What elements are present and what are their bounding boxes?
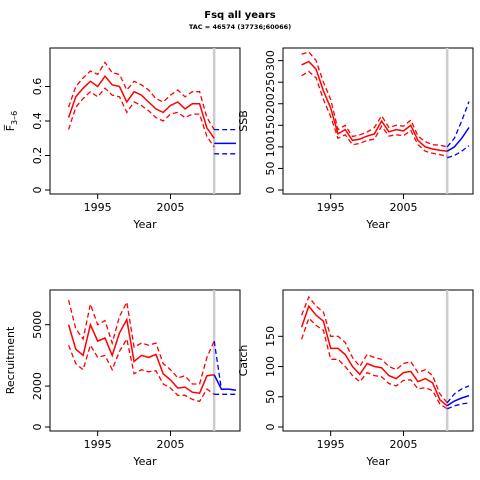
catch-history-lower-line bbox=[300, 317, 448, 410]
catch-xlabel: Year bbox=[365, 455, 390, 468]
ssb-history-lower-line bbox=[301, 70, 448, 158]
fbar-y-tick-label: 0.6 bbox=[31, 78, 44, 96]
recruitment-panel: 1995 2005 0 2000 5000 Year Recruitment bbox=[4, 289, 241, 468]
catch-y-tick-label: 50 bbox=[264, 390, 277, 404]
ssb-xlabel: Year bbox=[365, 218, 390, 231]
fbar-panel: 1995 2005 0 0.2 0.4 0.6 Year F̅3–6 bbox=[4, 47, 241, 231]
catch-y-tick-label: 150 bbox=[264, 326, 277, 347]
ssb-history-median-line bbox=[301, 60, 448, 152]
ssb-y-tick-label: 0 bbox=[264, 187, 277, 194]
ssb-frame bbox=[282, 47, 474, 195]
catch-ylabel: Catch bbox=[237, 345, 250, 377]
fbar-frame bbox=[49, 47, 241, 195]
catch-frame bbox=[282, 289, 474, 432]
ssb-y-tick-label: 100 bbox=[264, 136, 277, 157]
catch-y-tick-label: 0 bbox=[264, 424, 277, 431]
ssb-y-tick-label: 50 bbox=[264, 161, 277, 175]
recruitment-x-tick-label: 2005 bbox=[156, 438, 184, 451]
ssb-x-tick-label: 2005 bbox=[389, 201, 417, 214]
ssb-forecast-upper-line bbox=[446, 101, 470, 148]
fbar-x-tick-label: 1995 bbox=[84, 201, 112, 214]
ssb-y-tick-label: 300 bbox=[264, 50, 277, 71]
ssb-forecast-median-line bbox=[446, 127, 470, 152]
ssb-history-upper-line bbox=[301, 51, 448, 148]
ssb-ylabel: SSB bbox=[237, 110, 250, 132]
catch-panel: 1995 2005 0 50 100 150 Year Catch bbox=[237, 289, 474, 468]
ssb-forecast-lower-line bbox=[447, 145, 470, 159]
chart-title: Fsq all years bbox=[204, 10, 276, 21]
catch-forecast-median-line bbox=[446, 394, 470, 407]
recruitment-forecast-median-line bbox=[213, 374, 237, 391]
fbar-xlabel: Year bbox=[132, 218, 157, 231]
recruitment-y-tick-label: 2000 bbox=[31, 372, 44, 400]
fbar-y-tick-label: 0.4 bbox=[31, 112, 44, 130]
fbar-x-tick-label: 2005 bbox=[156, 201, 184, 214]
recruitment-y-tick-label: 5000 bbox=[31, 311, 44, 339]
recruitment-history-median-line bbox=[67, 317, 215, 395]
recruitment-ylabel: Recruitment bbox=[4, 326, 17, 394]
recruitment-frame bbox=[49, 289, 241, 432]
catch-history-upper-line bbox=[300, 295, 448, 404]
fbar-ylabel-sub: 3–6 bbox=[10, 111, 19, 125]
recruitment-y-tick-label: 0 bbox=[31, 424, 44, 431]
catch-x-tick-label: 2005 bbox=[389, 438, 417, 451]
fbar-history-upper-line bbox=[67, 61, 215, 130]
fbar-history-lower-line bbox=[67, 87, 215, 148]
recruitment-x-tick-label: 1995 bbox=[84, 438, 112, 451]
ssb-y-tick-label: 200 bbox=[264, 93, 277, 114]
catch-y-tick-label: 100 bbox=[264, 356, 277, 377]
ssb-x-tick-label: 1995 bbox=[317, 201, 345, 214]
fbar-ylabel: F̅3–6 bbox=[4, 111, 19, 132]
chart-subtitle: TAC = 46574 (37736;60066) bbox=[188, 23, 292, 31]
recruitment-xlabel: Year bbox=[132, 455, 157, 468]
recruitment-history-lower-line bbox=[67, 337, 215, 403]
ssb-y-tick-label: 250 bbox=[264, 72, 277, 93]
catch-forecast-lower-line bbox=[446, 402, 470, 410]
catch-forecast-upper-line bbox=[446, 385, 470, 404]
catch-x-tick-label: 1995 bbox=[317, 438, 345, 451]
fbar-y-tick-label: 0 bbox=[31, 187, 44, 194]
ssb-y-tick-label: 150 bbox=[264, 115, 277, 136]
recruitment-history-upper-line bbox=[67, 299, 215, 385]
fbar-y-tick-label: 0.2 bbox=[31, 147, 44, 165]
fbar-history-median-line bbox=[67, 74, 215, 139]
catch-history-median-line bbox=[300, 304, 448, 407]
